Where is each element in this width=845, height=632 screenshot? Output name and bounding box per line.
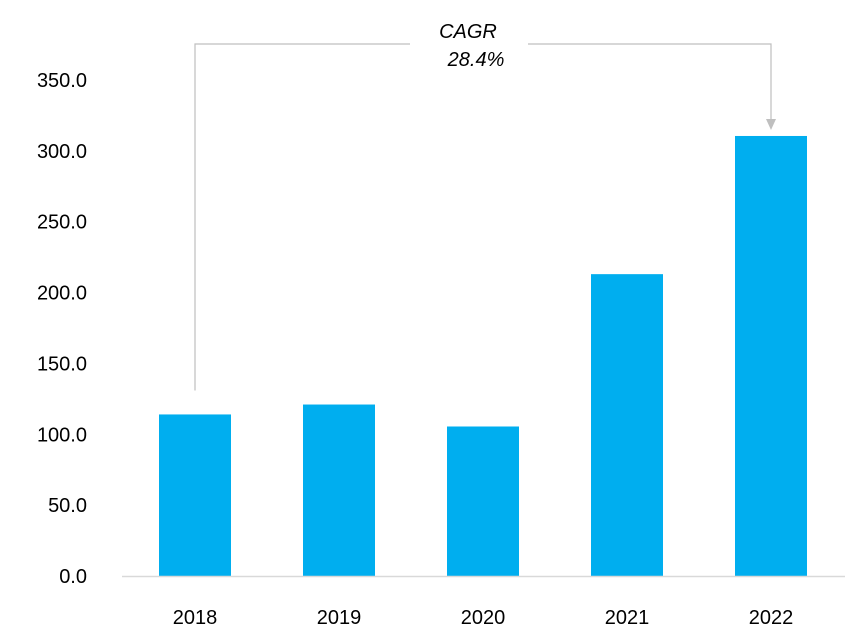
cagr-label: CAGR (439, 21, 497, 43)
bar-2020 (447, 426, 519, 576)
cagr-annotation: CAGR 28.4% (194, 21, 776, 391)
x-axis-tick-labels: 2018 2019 2020 2021 2022 (173, 607, 794, 629)
y-axis-tick-labels: 0.0 50.0 100.0 150.0 200.0 250.0 300.0 350.0 (37, 70, 87, 588)
x-tick-label: 2019 (317, 607, 362, 629)
y-tick-label: 50.0 (48, 495, 87, 517)
cagr-value: 28.4% (447, 49, 505, 71)
x-tick-label: 2021 (605, 607, 650, 629)
y-tick-label: 250.0 (37, 212, 87, 234)
bar-series (159, 135, 807, 576)
bar-2019 (303, 404, 375, 576)
cagr-bracket-right (528, 43, 772, 120)
bar-2021 (591, 274, 663, 576)
y-tick-label: 300.0 (37, 141, 87, 163)
cagr-arrow-head-icon (766, 118, 776, 130)
y-tick-label: 350.0 (37, 70, 87, 92)
x-tick-label: 2018 (173, 607, 218, 629)
y-tick-label: 0.0 (59, 566, 87, 588)
y-tick-label: 100.0 (37, 424, 87, 446)
bar-2022 (735, 135, 807, 576)
y-tick-label: 200.0 (37, 283, 87, 305)
cagr-bracket-left (194, 43, 410, 391)
y-tick-label: 150.0 (37, 353, 87, 375)
bar-2018 (159, 414, 231, 576)
x-tick-label: 2020 (461, 607, 506, 629)
x-tick-label: 2022 (749, 607, 794, 629)
